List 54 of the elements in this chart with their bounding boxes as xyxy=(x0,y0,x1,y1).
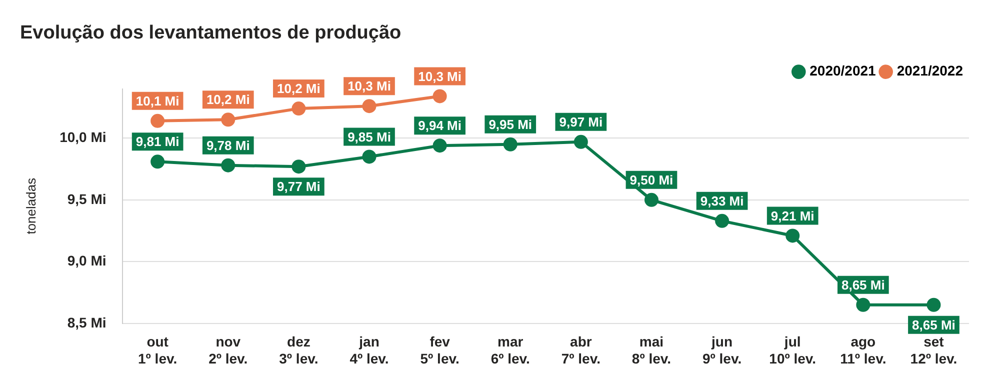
point xyxy=(715,214,730,228)
point xyxy=(150,114,165,128)
data-label: 9,21 Mi xyxy=(770,208,814,224)
y-axis-title: toneladas xyxy=(23,177,38,234)
data-label: 8,65 Mi xyxy=(841,277,885,292)
y-tick-label: 9,0 Mi xyxy=(67,252,106,269)
point xyxy=(926,298,941,312)
data-label: 9,97 Mi xyxy=(559,114,603,130)
data-label: 10,2 Mi xyxy=(206,92,250,108)
point xyxy=(292,102,306,116)
point xyxy=(856,298,870,312)
point xyxy=(150,154,165,169)
data-label: 8,65 Mi xyxy=(912,317,956,332)
x-tick-label: set 12º lev. xyxy=(910,334,958,366)
x-tick-label: jul 10º lev. xyxy=(769,334,816,366)
data-label: 9,81 Mi xyxy=(136,134,180,150)
point xyxy=(432,138,447,153)
point xyxy=(221,158,236,172)
x-tick-label: abr 7º lev. xyxy=(561,334,600,366)
data-label: 9,94 Mi xyxy=(418,118,462,134)
point xyxy=(503,137,518,152)
data-label: 10,3 Mi xyxy=(418,68,462,84)
legend-label: 2020/2021 xyxy=(810,62,876,79)
x-tick-label: jan 4º lev. xyxy=(350,334,389,366)
data-label: 10,2 Mi xyxy=(277,81,320,96)
point xyxy=(221,112,236,127)
x-tick-label: jun 9º lev. xyxy=(702,334,742,366)
point xyxy=(362,150,376,164)
data-label: 9,85 Mi xyxy=(348,129,391,144)
data-label: 10,1 Mi xyxy=(136,93,180,108)
x-tick-label: mar 6º lev. xyxy=(490,334,530,366)
x-tick-label: fev 5º lev. xyxy=(420,334,460,366)
y-tick-label: 8,5 Mi xyxy=(67,314,106,330)
data-label: 10,3 Mi xyxy=(348,78,391,94)
chart-title: Evolução dos levantamentos de produção xyxy=(20,22,402,44)
point xyxy=(362,99,376,114)
point xyxy=(292,160,306,174)
x-tick-label: ago 11º lev. xyxy=(840,334,886,366)
data-label: 9,33 Mi xyxy=(700,193,744,208)
point xyxy=(786,228,800,243)
y-tick-label: 9,5 Mi xyxy=(67,190,106,207)
x-tick-label: out 1º lev. xyxy=(138,334,178,366)
data-label: 9,50 Mi xyxy=(630,172,674,188)
point xyxy=(432,89,447,104)
point xyxy=(574,134,588,149)
x-tick-label: dez 3º lev. xyxy=(279,334,318,366)
legend-label: 2021/2022 xyxy=(896,62,964,79)
y-tick-label: 10,0 Mi xyxy=(60,129,106,146)
data-label: 9,77 Mi xyxy=(277,179,320,194)
data-label: 9,95 Mi xyxy=(488,116,532,132)
x-tick-label: nov 2º lev. xyxy=(208,334,248,366)
x-tick-label: mai 8º lev. xyxy=(632,334,672,366)
data-label: 9,78 Mi xyxy=(206,138,250,153)
point xyxy=(644,192,658,207)
